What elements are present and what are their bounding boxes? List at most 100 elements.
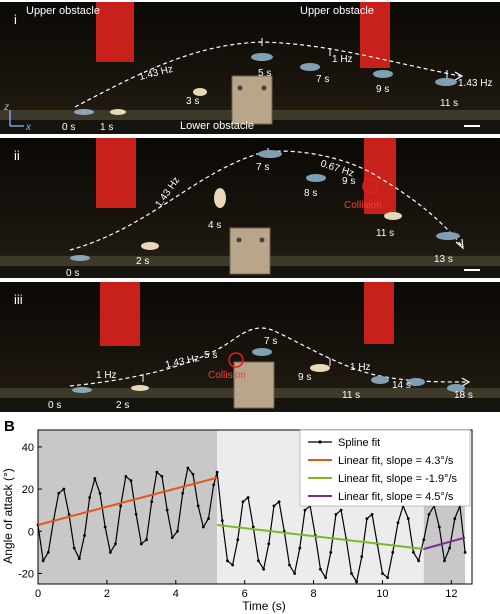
spline-point — [67, 512, 71, 516]
photo-panel-iii-svg: iii 1 Hz 1.43 Hz 1 Hz Collision 0 s 2 s … — [0, 282, 500, 412]
y-tick-label: 40 — [22, 442, 34, 454]
time-label: 2 s — [136, 256, 149, 267]
robot-frame — [70, 255, 90, 261]
time-label: 9 s — [342, 176, 355, 187]
time-label: 9 s — [298, 372, 311, 383]
upper-obstacle-left — [96, 138, 136, 208]
spline-point — [196, 504, 200, 508]
spline-point — [277, 500, 281, 504]
y-tick-label: 20 — [22, 484, 34, 496]
spline-point — [303, 508, 307, 512]
legend-entry: Spline fit — [338, 437, 380, 449]
photo-panel-i: i Upper obstacle Upper obstacle Lower ob… — [0, 2, 500, 134]
spline-point — [103, 525, 107, 529]
time-label: 7 s — [316, 74, 329, 85]
spline-point — [272, 504, 276, 508]
time-label: 7 s — [256, 162, 269, 173]
x-tick-label: 0 — [35, 588, 41, 600]
time-label: 0 s — [62, 122, 75, 133]
spline-point — [396, 521, 400, 525]
time-label: 11 s — [440, 98, 458, 109]
spline-point — [165, 508, 169, 512]
lower-obstacle-label: Lower obstacle — [180, 120, 254, 132]
spline-point — [98, 491, 102, 495]
spline-point — [181, 491, 185, 495]
spline-point — [145, 538, 148, 542]
upper-obstacle-right — [364, 282, 394, 344]
spline-point — [298, 546, 302, 550]
time-label: 2 s — [116, 400, 129, 411]
axis-label-z: z — [3, 102, 9, 113]
linear-fit-line-2 — [216, 523, 424, 550]
robot-frame — [252, 348, 272, 356]
spline-point — [417, 559, 421, 563]
robot-frame — [436, 232, 460, 240]
trajectory-arrow — [454, 71, 464, 81]
roman-numeral: i — [14, 12, 17, 27]
spline-point — [72, 546, 76, 550]
x-tick-label: 4 — [173, 588, 179, 600]
spline-point — [257, 559, 260, 563]
spline-point — [150, 500, 154, 504]
y-axis-label: Angle of attack (°) — [1, 468, 15, 564]
time-label: 8 s — [304, 188, 317, 199]
x-tick-label: 2 — [104, 588, 110, 600]
robot-frame — [131, 385, 149, 391]
legend-box — [299, 429, 471, 507]
robot-frame — [373, 70, 393, 78]
upper-obstacle-label: Upper obstacle — [26, 5, 100, 17]
spline-point — [134, 512, 138, 516]
time-label: 5 s — [204, 350, 217, 361]
upper-obstacle-label: Upper obstacle — [300, 5, 374, 17]
spline-point — [129, 479, 133, 483]
trajectory-arrow — [455, 238, 464, 250]
block-bolt — [236, 237, 242, 243]
upper-obstacle-left — [96, 2, 134, 62]
trajectory-path — [69, 150, 463, 251]
series-lines — [36, 466, 467, 584]
spline-point — [170, 536, 174, 539]
time-label: 11 s — [342, 390, 360, 401]
spline-point — [176, 529, 179, 533]
time-label: 11 s — [376, 228, 394, 239]
spline-point — [231, 563, 235, 567]
spline-fit-line — [37, 467, 466, 583]
spline-point — [46, 550, 50, 554]
robot-frame — [384, 212, 402, 220]
photo-panel-ii: ii 1.43 Hz 0.67 Hz Collision 0 s 2 s 4 s… — [0, 138, 500, 278]
legend-entry: Linear fit, slope = 4.5°/s — [338, 491, 454, 503]
time-label: 13 s — [434, 254, 453, 265]
spline-point — [201, 525, 205, 529]
robot-frame — [310, 364, 330, 372]
spline-point — [386, 576, 390, 580]
spline-point — [329, 550, 333, 554]
spline-point — [443, 559, 446, 563]
spline-point — [220, 519, 224, 523]
spline-point — [160, 475, 164, 478]
spline-point — [339, 508, 343, 512]
linear-fit-line-3 — [423, 536, 466, 550]
spline-point — [381, 572, 384, 575]
robot-frame — [300, 63, 320, 71]
spline-point — [108, 550, 112, 554]
spline-point — [453, 517, 457, 521]
spline-point — [463, 550, 467, 554]
lower-obstacle-block — [229, 227, 271, 275]
time-label: 9 s — [376, 84, 389, 95]
time-label: 0 s — [48, 400, 61, 411]
block-bolt — [261, 85, 267, 91]
spline-point — [427, 512, 431, 516]
block-bolt — [237, 85, 243, 91]
linear-fit-line-1 — [37, 476, 218, 526]
collision-marker — [228, 352, 244, 368]
upper-obstacle-left — [100, 282, 140, 346]
time-label: 1 s — [100, 122, 113, 133]
time-label: 18 s — [454, 390, 473, 401]
spline-point — [391, 550, 395, 554]
angle-of-attack-chart: 0 2 4 6 8 10 12 -20 0 20 40 Time (s) Angle of att… — [0, 420, 500, 614]
upper-obstacle-right — [360, 2, 390, 68]
robot-frame — [258, 150, 282, 158]
frequency-label: 1 Hz — [332, 54, 353, 65]
spline-point — [370, 512, 374, 516]
robot-frame — [371, 376, 389, 384]
